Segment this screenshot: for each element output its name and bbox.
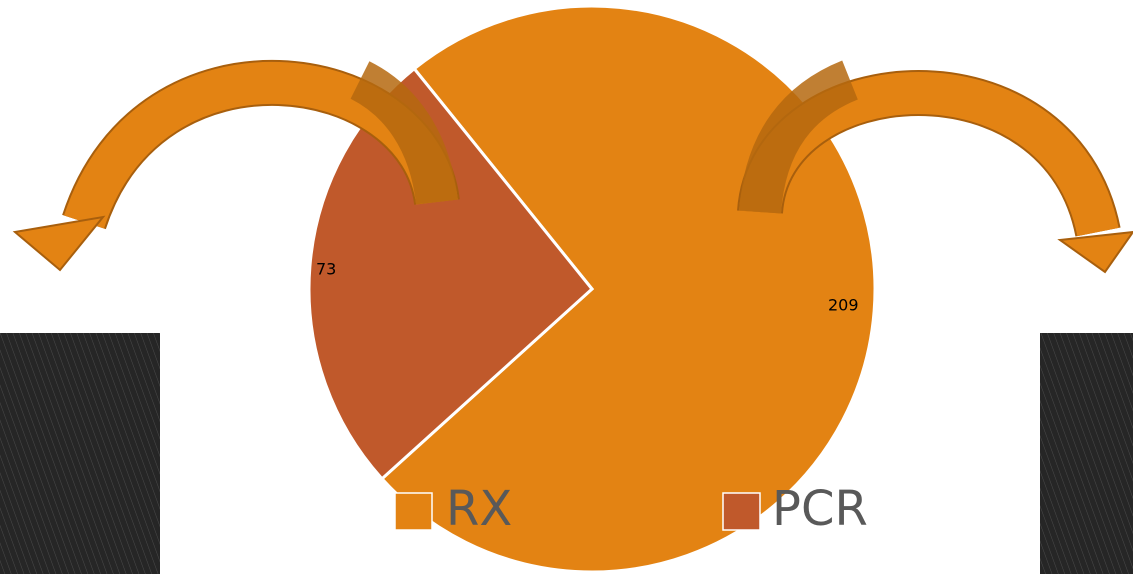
data-label: 209 (828, 296, 859, 315)
arrow-right (737, 60, 1133, 274)
dark-panel-left (0, 333, 160, 574)
pie (307, 4, 877, 574)
data-label: 73 (316, 260, 336, 279)
legend-swatch (394, 492, 433, 531)
dark-panel-right (1040, 333, 1133, 574)
pie-slice (379, 4, 877, 574)
legend-label: PCR (772, 481, 868, 537)
legend-label: RX (446, 481, 512, 537)
arrow-left (12, 60, 460, 272)
legend-swatch (722, 492, 761, 531)
